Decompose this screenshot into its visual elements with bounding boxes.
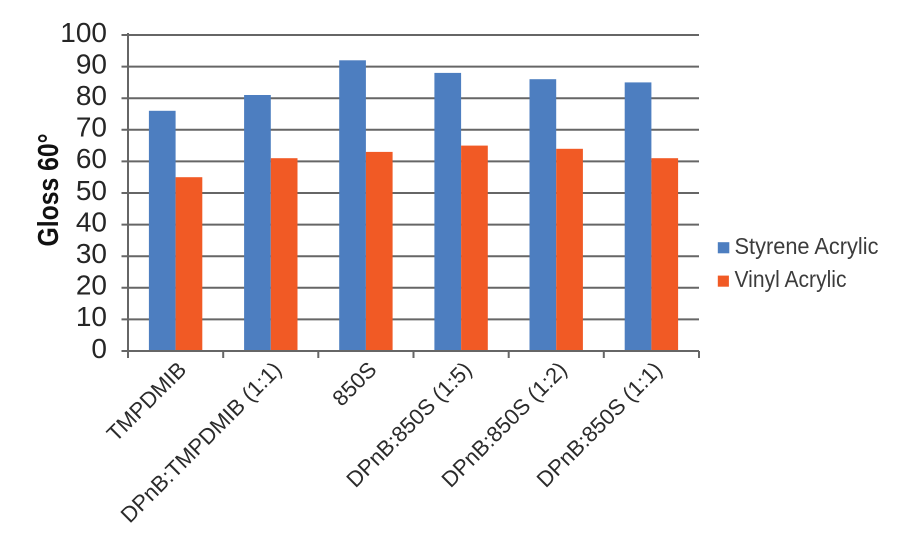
svg-text:80: 80 bbox=[76, 80, 107, 111]
svg-text:70: 70 bbox=[76, 112, 107, 143]
svg-text:90: 90 bbox=[76, 48, 107, 79]
svg-text:50: 50 bbox=[76, 175, 107, 206]
svg-text:Vinyl Acrylic: Vinyl Acrylic bbox=[735, 266, 847, 292]
svg-text:10: 10 bbox=[76, 301, 107, 332]
svg-text:0: 0 bbox=[91, 333, 107, 364]
svg-text:20: 20 bbox=[76, 270, 107, 301]
svg-text:40: 40 bbox=[76, 206, 107, 237]
svg-text:100: 100 bbox=[60, 17, 107, 48]
svg-text:60: 60 bbox=[76, 143, 107, 174]
svg-text:Styrene Acrylic: Styrene Acrylic bbox=[735, 233, 879, 259]
svg-text:Gloss 60°: Gloss 60° bbox=[33, 134, 65, 247]
svg-text:30: 30 bbox=[76, 238, 107, 269]
